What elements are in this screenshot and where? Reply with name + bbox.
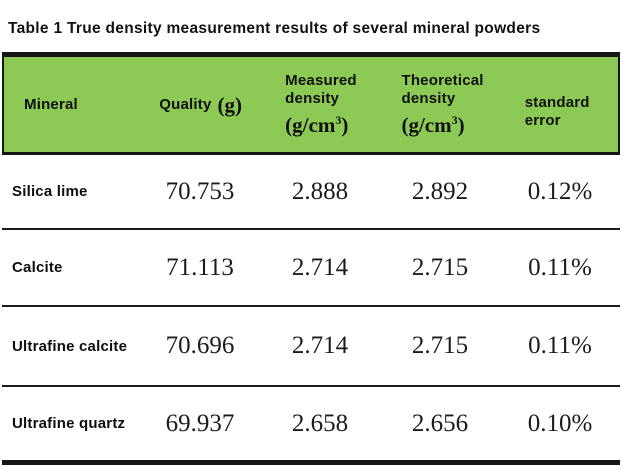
header-measured-unit: (g/cm3) bbox=[285, 112, 349, 137]
header-std-error-line2: error bbox=[524, 111, 561, 129]
header-theoretical-density: Theoretical density (g/cm3) bbox=[379, 57, 498, 152]
table-row: Silica lime 70.753 2.888 2.892 0.12% bbox=[2, 155, 620, 230]
cell-standard-error: 0.11% bbox=[528, 332, 592, 359]
header-theoretical-line2: density bbox=[401, 89, 456, 107]
cell-quality: 70.753 bbox=[165, 177, 235, 205]
cell-quality: 70.696 bbox=[165, 332, 235, 359]
cell-measured-density: 2.658 bbox=[291, 409, 349, 437]
cell-theoretical-density: 2.656 bbox=[411, 409, 469, 437]
header-measured-density: Measured density (g/cm3) bbox=[260, 57, 379, 152]
density-table: Mineral Quality (g) Measured density (g/… bbox=[2, 52, 620, 465]
cell-standard-error: 0.11% bbox=[528, 253, 592, 281]
header-mineral-label: Mineral bbox=[24, 95, 78, 113]
header-measured-line2: density bbox=[285, 89, 340, 107]
header-quality: Quality (g) bbox=[141, 57, 260, 152]
header-quality-unit: (g) bbox=[217, 93, 243, 117]
header-quality-label: Quality bbox=[159, 95, 212, 113]
cell-theoretical-density: 2.715 bbox=[411, 253, 469, 281]
cell-standard-error: 0.12% bbox=[527, 177, 593, 205]
header-mineral: Mineral bbox=[4, 57, 141, 152]
cell-standard-error: 0.10% bbox=[527, 409, 593, 437]
cell-mineral: Calcite bbox=[12, 259, 63, 276]
cell-quality: 69.937 bbox=[165, 409, 235, 437]
table-row: Calcite 71.113 2.714 2.715 0.11% bbox=[2, 230, 620, 307]
cell-measured-density: 2.714 bbox=[291, 332, 349, 359]
header-standard-error: standard error bbox=[499, 57, 618, 152]
header-std-error-line1: standard bbox=[524, 93, 590, 111]
cell-mineral: Silica lime bbox=[12, 183, 88, 200]
header-measured-line1: Measured bbox=[285, 71, 357, 89]
cell-mineral: Ultrafine quartz bbox=[12, 415, 126, 432]
cell-theoretical-density: 2.715 bbox=[411, 332, 469, 359]
table-header-row: Mineral Quality (g) Measured density (g/… bbox=[2, 52, 620, 155]
header-theoretical-line1: Theoretical bbox=[401, 71, 484, 89]
header-theoretical-unit: (g/cm3) bbox=[401, 112, 465, 137]
cell-measured-density: 2.888 bbox=[291, 177, 349, 205]
table-caption: Table 1 True density measurement results… bbox=[8, 20, 541, 37]
table-row: Ultrafine quartz 69.937 2.658 2.656 0.10… bbox=[2, 387, 620, 465]
cell-quality: 71.113 bbox=[166, 253, 234, 281]
cell-measured-density: 2.714 bbox=[291, 253, 349, 281]
table-row: Ultrafine calcite 70.696 2.714 2.715 0.1… bbox=[2, 307, 620, 387]
cell-theoretical-density: 2.892 bbox=[411, 177, 469, 205]
cell-mineral: Ultrafine calcite bbox=[12, 337, 128, 355]
